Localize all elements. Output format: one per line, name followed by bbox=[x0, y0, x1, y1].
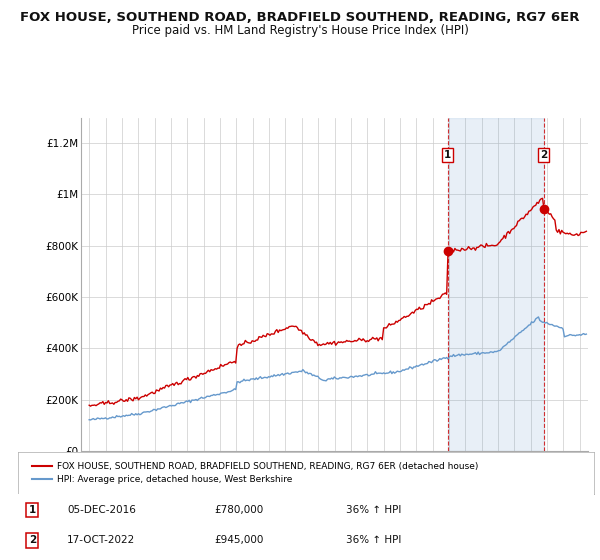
Text: 17-OCT-2022: 17-OCT-2022 bbox=[67, 535, 135, 545]
Text: 1: 1 bbox=[29, 505, 36, 515]
Legend: FOX HOUSE, SOUTHEND ROAD, BRADFIELD SOUTHEND, READING, RG7 6ER (detached house),: FOX HOUSE, SOUTHEND ROAD, BRADFIELD SOUT… bbox=[28, 459, 482, 487]
Text: 05-DEC-2016: 05-DEC-2016 bbox=[67, 505, 136, 515]
Text: £780,000: £780,000 bbox=[214, 505, 263, 515]
Text: 2: 2 bbox=[540, 150, 547, 160]
Text: 1: 1 bbox=[444, 150, 451, 160]
Text: £945,000: £945,000 bbox=[214, 535, 263, 545]
Text: 2: 2 bbox=[29, 535, 36, 545]
Text: 36% ↑ HPI: 36% ↑ HPI bbox=[346, 535, 401, 545]
Text: FOX HOUSE, SOUTHEND ROAD, BRADFIELD SOUTHEND, READING, RG7 6ER: FOX HOUSE, SOUTHEND ROAD, BRADFIELD SOUT… bbox=[20, 11, 580, 24]
Bar bbox=[448, 118, 544, 451]
Text: Price paid vs. HM Land Registry's House Price Index (HPI): Price paid vs. HM Land Registry's House … bbox=[131, 24, 469, 36]
Text: 36% ↑ HPI: 36% ↑ HPI bbox=[346, 505, 401, 515]
